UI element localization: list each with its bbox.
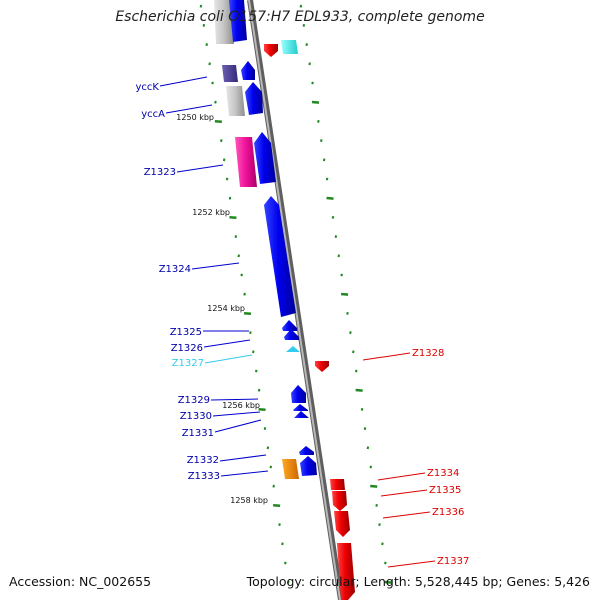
ruler-major-tick (384, 580, 392, 584)
ruler-label-1254kbp: 1254 kbp (207, 304, 245, 313)
gene-arrow-z1330 (293, 404, 308, 411)
gene-box-z1333 (282, 459, 299, 479)
ruler-major-tick (229, 215, 237, 220)
genome-backbone-highlight (248, 0, 341, 600)
ruler-label-1250kbp: 1250 kbp (176, 113, 214, 122)
ruler-major-tick (326, 196, 334, 200)
ruler-major-tick (258, 407, 266, 412)
gene-box-ycck (222, 65, 238, 82)
gene-arrow-z1332 (299, 446, 314, 455)
genome-summary-text: Topology: circular; Length: 5,528,445 bp… (246, 574, 590, 589)
gene-box-ycca (226, 86, 245, 116)
gene-arrow-z1323 (254, 132, 276, 184)
ruler-label-1252kbp: 1252 kbp (192, 208, 230, 217)
gene-label-z1326[interactable]: Z1326 (171, 343, 203, 354)
gene-box-z1323 (235, 137, 257, 187)
gene-arrow-ycca (245, 82, 263, 115)
ruler-label-1256kbp: 1256 kbp (222, 401, 260, 410)
gene-label-z1330[interactable]: Z1330 (180, 411, 212, 422)
gene-label-z1335[interactable]: Z1335 (429, 485, 461, 496)
reverse-strand-genes (264, 40, 355, 600)
gene-label-z1333[interactable]: Z1333 (188, 471, 220, 482)
left-label-leaders (159, 76, 269, 477)
gene-label-z1324[interactable]: Z1324 (159, 264, 191, 275)
gene-label-z1327[interactable]: Z1327 (172, 358, 204, 369)
ruler-major-tick (370, 484, 378, 488)
ruler-major-tick (340, 292, 349, 296)
gene-box-top-cyan (281, 40, 298, 54)
ruler-labels: 1250 kbp 1252 kbp 1254 kbp 1256 kbp 1258… (176, 113, 268, 505)
gene-label-z1334[interactable]: Z1334 (427, 468, 459, 479)
gene-arrow-z1331 (294, 411, 309, 418)
gene-arrow-top-blue (229, 0, 247, 42)
forward-strand-genes (229, 0, 317, 476)
ruler-major-tick (355, 388, 363, 392)
gene-label-z1323[interactable]: Z1323 (144, 167, 176, 178)
ruler-major-tick (214, 119, 222, 124)
gene-arrow-z1336 (334, 511, 350, 537)
gene-label-z1328[interactable]: Z1328 (412, 348, 444, 359)
gene-label-z1331[interactable]: Z1331 (182, 428, 214, 439)
gene-label-z1336[interactable]: Z1336 (432, 507, 464, 518)
left-gene-labels: yccK yccA Z1323 Z1324 Z1325 Z1326 Z1327 … (136, 82, 220, 482)
gene-arrow-ycck (241, 61, 255, 80)
page-title: Escherichia coli O157:H7 EDL933, complet… (115, 9, 485, 25)
gene-arrow-z1327 (286, 346, 300, 352)
gene-arrow-z1334 (330, 479, 345, 490)
gene-arrow-z1325 (282, 320, 297, 331)
gene-label-z1337[interactable]: Z1337 (437, 556, 469, 567)
gene-label-ycca[interactable]: yccA (141, 109, 165, 120)
gene-label-ycck[interactable]: yccK (136, 82, 160, 93)
gene-arrow-z1329 (291, 385, 306, 403)
gene-label-z1325[interactable]: Z1325 (170, 327, 202, 338)
ruler-major-tick (243, 311, 252, 316)
ruler-ticks (199, 4, 392, 584)
gene-arrow-z1335 (332, 491, 347, 511)
gene-box-top-gray (214, 0, 234, 44)
right-gene-labels: Z1328 Z1334 Z1335 Z1336 Z1337 (412, 348, 469, 567)
gene-label-z1329[interactable]: Z1329 (178, 395, 210, 406)
gene-arrow-z1337 (337, 543, 355, 600)
ruler-major-tick (311, 100, 320, 104)
right-label-leaders (362, 352, 436, 568)
feature-track-left (214, 0, 299, 479)
gene-arrow-z1328 (315, 361, 329, 372)
gene-arrow-z1333 (300, 456, 317, 476)
ruler-major-tick (273, 503, 281, 508)
ruler-label-1258kbp: 1258 kbp (230, 496, 268, 505)
accession-text: Accession: NC_002655 (9, 574, 152, 589)
gene-arrow-top-red (264, 44, 278, 57)
gene-label-z1332[interactable]: Z1332 (187, 455, 219, 466)
gene-arrow-z1324 (264, 196, 296, 317)
gene-arrow-z1326 (284, 329, 299, 340)
